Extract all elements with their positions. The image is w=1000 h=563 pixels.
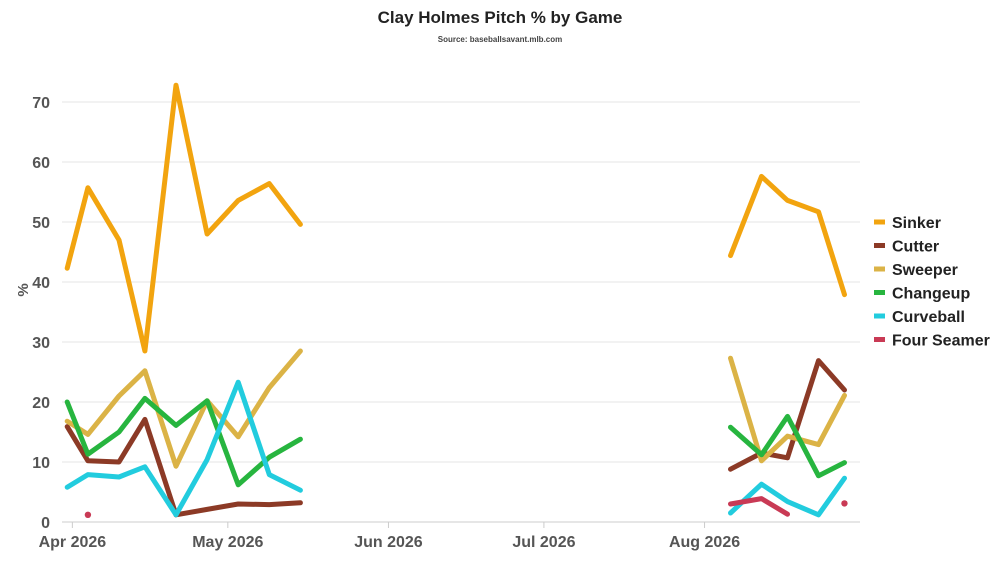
y-tick-label: 10 [32,455,50,472]
y-tick-label: 20 [32,395,50,412]
line-sweeper [64,348,303,469]
y-axis-ticks: 0 10 20 30 40 50 60 70 [32,95,50,532]
y-tick-label: 70 [32,95,50,112]
series-cutter [64,358,847,518]
line-curveball [64,379,303,518]
line-curveball [728,475,847,518]
series-changeup [64,395,847,488]
line-changeup [728,413,847,479]
x-tick-label: May 2026 [192,534,263,551]
legend-item-sinker: Sinker [874,215,941,232]
legend-label-cutter: Cutter [892,239,939,256]
legend-label-changeup: Changeup [892,286,970,303]
plot-area [64,82,848,518]
series-sweeper [64,348,847,469]
line-four-seamer [728,496,790,517]
point-four-seamer [841,500,848,507]
legend-item-changeup: Changeup [874,286,970,303]
series-curveball [64,379,847,518]
point-four-seamer [84,511,92,518]
line-sinker [728,173,847,298]
legend-label-sinker: Sinker [892,215,941,232]
line-sweeper [728,355,847,464]
chart-subtitle: Source: baseballsavant.mlb.com [438,35,563,44]
legend-item-curveball: Curveball [874,309,965,326]
line-sinker [64,82,303,354]
gridlines [62,101,860,523]
chart-title: Clay Holmes Pitch % by Game [378,8,623,27]
x-axis-ticks: Apr 2026 May 2026 Jun 2026 Jul 2026 Aug 2026 [39,522,740,551]
y-tick-label: 40 [32,275,50,292]
series-four-seamer [84,496,848,518]
legend-item-four-seamer: Four Seamer [874,333,990,350]
series-sinker [64,82,847,354]
legend: Sinker Cutter Sweeper Changeup Curveball Four… [874,215,990,350]
legend-item-sweeper: Sweeper [874,262,958,279]
legend-label-four-seamer: Four Seamer [892,333,990,350]
x-tick-label: Jun 2026 [354,534,423,551]
line-cutter [728,358,847,472]
x-tick-label: Jul 2026 [512,534,575,551]
y-tick-label: 0 [41,515,50,532]
y-axis-label: % [15,283,32,296]
legend-item-cutter: Cutter [874,239,939,256]
legend-label-sweeper: Sweeper [892,262,958,279]
y-tick-label: 50 [32,215,50,232]
y-tick-label: 30 [32,335,50,352]
y-tick-label: 60 [32,155,50,172]
line-changeup [64,395,303,488]
legend-label-curveball: Curveball [892,309,965,326]
x-tick-label: Apr 2026 [39,534,107,551]
x-tick-label: Aug 2026 [669,534,740,551]
